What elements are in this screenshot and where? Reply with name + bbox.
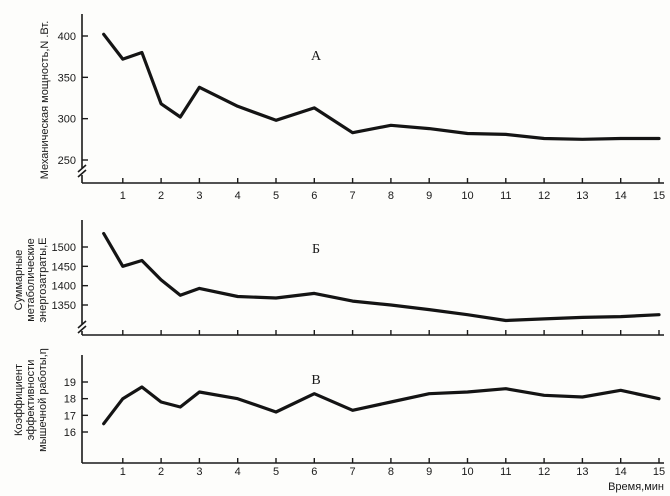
- y-tick-label: 17: [64, 410, 76, 422]
- axis-break-mark: [77, 164, 87, 178]
- series-line: [102, 385, 661, 426]
- y-tick-label: 1450: [52, 261, 76, 273]
- x-tick-label: 9: [426, 466, 432, 478]
- series-line: [102, 231, 661, 323]
- x-tick-label: 10: [461, 190, 473, 202]
- x-tick-label: 5: [273, 466, 279, 478]
- panel-letter: Б: [312, 242, 320, 257]
- x-tick-label: 2: [158, 190, 164, 202]
- x-tick-label: 8: [388, 466, 394, 478]
- y-tick-label: 1350: [52, 300, 76, 312]
- x-tick-label: 11: [500, 466, 511, 478]
- x-tick-label: 15: [653, 466, 665, 478]
- x-tick-label: 5: [273, 190, 279, 202]
- y-axis-label-line: метаболические: [25, 238, 37, 322]
- x-tick-label: 8: [388, 190, 394, 202]
- x-tick-label: 15: [653, 190, 665, 202]
- x-tick-label: 3: [196, 466, 202, 478]
- x-tick-label: 6: [311, 466, 317, 478]
- panel-letter: В: [311, 373, 320, 388]
- y-axis-label: Механическая мощность,N .Вт.: [39, 21, 51, 180]
- panel-letter: A: [311, 49, 322, 64]
- x-tick-label: 11: [500, 190, 511, 202]
- y-tick-label: 300: [58, 114, 76, 126]
- y-axis-label-line: энергозатраты,Е: [37, 238, 49, 323]
- y-axis-label-line: Коэффициент: [13, 364, 25, 436]
- series-line: [102, 32, 661, 141]
- y-axis-label-line: мышечной работы,η: [37, 348, 49, 452]
- x-tick-label: 7: [350, 190, 356, 202]
- y-tick-label: 18: [64, 394, 76, 406]
- y-tick-label: 250: [58, 155, 76, 167]
- x-tick-label: 7: [350, 466, 356, 478]
- y-axis-label-line: Механическая мощность,N .Вт.: [39, 21, 51, 180]
- y-axis-label: Суммарныеметаболическиеэнергозатраты,Е: [13, 238, 49, 323]
- x-tick-label: 1: [120, 466, 126, 478]
- y-axis-label-line: Суммарные: [13, 250, 25, 311]
- y-tick-label: 1500: [52, 242, 76, 254]
- x-tick-label: 12: [538, 466, 550, 478]
- x-tick-label: 4: [235, 190, 241, 202]
- x-tick-label: 1: [120, 190, 126, 202]
- x-tick-label: 3: [196, 190, 202, 202]
- x-tick-label: 12: [538, 190, 550, 202]
- x-tick-label: 6: [311, 190, 317, 202]
- y-tick-label: 19: [64, 377, 76, 389]
- x-tick-label: 13: [576, 190, 588, 202]
- x-tick-label: 2: [158, 466, 164, 478]
- x-tick-label: 13: [576, 466, 588, 478]
- chart-panel-2: 1350 1400 1450 1500 Б Суммарныеметаболические…: [13, 220, 664, 336]
- y-axis-label: Коэффициентэффективностимышечной работы,…: [13, 348, 49, 452]
- x-tick-label: 14: [615, 466, 627, 478]
- x-tick-label: 4: [235, 466, 241, 478]
- y-tick-label: 400: [58, 31, 76, 43]
- x-tick-label: 14: [615, 190, 627, 202]
- x-tick-label: 10: [461, 466, 473, 478]
- y-axis-label-line: эффективности: [25, 360, 37, 441]
- x-axis-label: Время,мин: [608, 481, 664, 493]
- y-tick-label: 350: [58, 72, 76, 84]
- axis-break-mark: [77, 320, 87, 334]
- y-tick-label: 1400: [52, 281, 76, 293]
- x-tick-label: 9: [426, 190, 432, 202]
- y-tick-label: 16: [64, 427, 76, 439]
